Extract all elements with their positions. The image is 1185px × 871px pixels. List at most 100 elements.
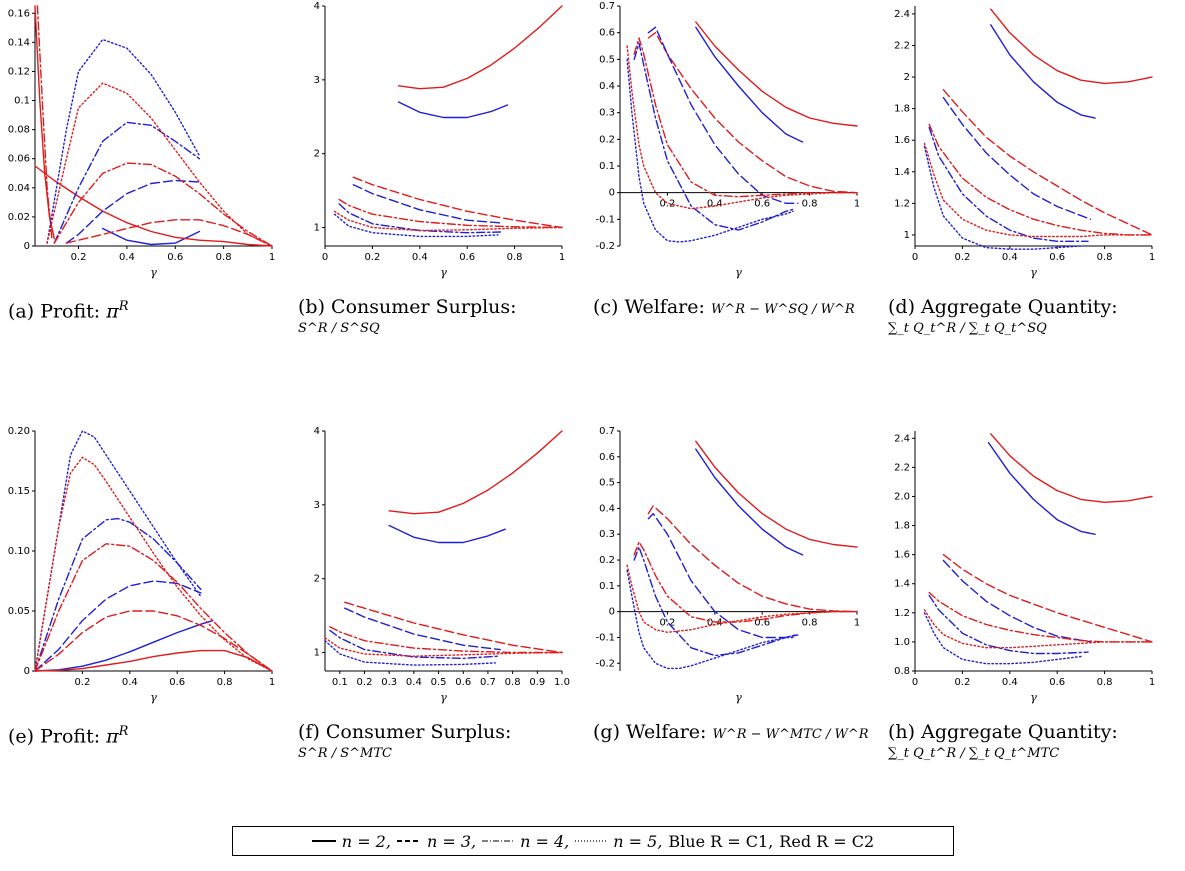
y-tick-label: 0.7 [599, 1, 615, 12]
y-tick-label: 2.0 [894, 491, 910, 502]
x-tick-label: 0.8 [802, 618, 818, 629]
y-tick-label: 0 [24, 241, 30, 252]
y-tick-label: 1.4 [894, 167, 910, 178]
caption-d-fraction: ∑_t Q_t^R / ∑_t Q_t^SQ [888, 321, 1047, 336]
series-line-red-n4 [338, 198, 563, 229]
x-tick-label: 0 [912, 252, 918, 263]
series-line-blue-n2 [388, 524, 506, 544]
series-line-blue-n3 [647, 512, 799, 639]
legend-red: Red R = C2 [779, 831, 875, 851]
series-line-red-n5 [923, 609, 1153, 649]
series-line-blue-n3 [942, 96, 1092, 220]
series-line-red-n2 [388, 430, 563, 515]
y-tick-label: 0.1 [14, 96, 30, 107]
y-tick-label: 0.4 [599, 503, 615, 514]
series-line-red-n3 [65, 219, 273, 247]
legend-n4: n = 4, [520, 831, 570, 851]
series-line-red-n2 [695, 440, 858, 548]
legend-solid-line-icon [311, 840, 336, 842]
x-tick-label: 0.4 [119, 252, 135, 263]
x-tick-label: 0.6 [169, 677, 185, 688]
x-tick-label: 0.8 [216, 252, 232, 263]
y-tick-label: 1.8 [894, 521, 910, 532]
series-line-red-n4 [53, 162, 273, 247]
x-tick-label: 0.7 [480, 677, 496, 688]
x-tick-label: 1 [1149, 252, 1155, 263]
series-line-blue-n4 [34, 517, 202, 672]
x-tick-label: 0 [322, 252, 328, 263]
series-line-blue-n2 [397, 101, 509, 119]
series-line-blue-n4 [329, 629, 499, 660]
series-line-blue-n5 [333, 213, 499, 238]
y-tick-label: 0.06 [8, 154, 30, 165]
series-line-blue-n4 [53, 121, 201, 244]
x-tick-label: 0.2 [659, 199, 675, 210]
x-tick-label: 0.6 [754, 199, 770, 210]
x-tick-label: 0.4 [406, 677, 422, 688]
y-tick-label: -0.2 [595, 241, 615, 252]
series-line-blue-n2 [987, 441, 1096, 536]
series-line-red-n4 [34, 543, 273, 672]
legend-n3: n = 3, [426, 831, 477, 851]
x-axis-label: γ [1030, 691, 1037, 704]
series-line-red-n3 [942, 88, 1153, 236]
legend: n = 2, n = 3, n = 4, n = 5, Blue R = C1,… [232, 826, 954, 856]
caption-h: (h) Aggregate Quantity: ∑_t Q_t^R / ∑_t … [888, 721, 1168, 765]
series-line-red-n3 [34, 610, 273, 672]
legend-blue: Blue R = C1, [668, 831, 774, 851]
y-tick-label: 0 [24, 666, 30, 677]
x-tick-label: 1 [854, 618, 860, 629]
series-line-blue-n5 [626, 58, 794, 243]
y-tick-label: 1.8 [894, 104, 910, 115]
y-tick-label: 0.12 [8, 66, 30, 77]
y-tick-label: 0.7 [599, 426, 615, 437]
x-tick-label: 0.6 [459, 252, 475, 263]
y-tick-label: 0.05 [8, 606, 30, 617]
series-line-red-n5 [923, 142, 1153, 238]
x-tick-label: 0.8 [1097, 677, 1113, 688]
series-line-red-n3 [352, 176, 563, 229]
series-line-red-n3 [647, 505, 858, 613]
series-line-red-n5 [333, 210, 563, 232]
x-tick-label: 0.6 [1049, 252, 1065, 263]
y-tick-label: 0.4 [599, 81, 615, 92]
series-line-blue-n3 [34, 580, 202, 672]
chart-h: 0.8 1.0 1.2 1.4 1.6 1.8 2.0 2.2 2.4 0 0.2 0.4 0.6 0.8… [894, 431, 1155, 704]
y-tick-label: 0.6 [599, 452, 615, 463]
y-tick-label: 1.0 [894, 637, 910, 648]
series-line-red-n2 [34, 165, 273, 247]
x-axis-label: γ [735, 691, 742, 704]
x-tick-label: 0 [912, 677, 918, 688]
series-line-red-n4 [329, 625, 563, 654]
caption-f-fraction: S^R / S^MTC [298, 746, 392, 761]
y-tick-label: 0.1 [599, 161, 615, 172]
series-line-red-n2 [990, 8, 1153, 85]
series-line-blue-n4 [928, 594, 1089, 655]
x-tick-label: 0.8 [505, 677, 521, 688]
series-line-blue-n5 [324, 639, 497, 666]
x-tick-label: 0.4 [707, 199, 723, 210]
y-tick-label: 0.04 [8, 183, 30, 194]
caption-e: (e) Profit: πR [8, 724, 129, 748]
caption-c-fraction: W^R − W^SQ / W^R [710, 302, 855, 317]
y-tick-label: 0.3 [599, 529, 615, 540]
series-line-blue-n2 [695, 26, 804, 143]
x-tick-label: 1.0 [554, 677, 570, 688]
series-line-red-n4 [633, 37, 858, 198]
y-tick-label: 0.1 [599, 581, 615, 592]
series-line-red-n2 [34, 5, 55, 240]
y-tick-label: 0.5 [599, 54, 615, 65]
y-tick-label: 0.20 [8, 426, 30, 437]
y-tick-label: 1.2 [894, 608, 910, 619]
x-axis-label: γ [1030, 266, 1037, 279]
series-line-red-n5 [34, 456, 273, 672]
x-tick-label: 0.8 [1097, 252, 1113, 263]
chart-c: -0.2 -0.1 0 0.1 0.2 0.3 0.4 0.5 0.6 0.7 0.2 0.4 0.6 0… [595, 1, 860, 279]
caption-b: (b) Consumer Surplus: S^R / S^SQ [298, 296, 578, 340]
series-line-blue-n2 [990, 24, 1096, 119]
series-line-blue-n3 [647, 26, 799, 205]
series-line-blue-n2 [101, 227, 201, 246]
y-tick-label: 4 [314, 426, 320, 437]
x-axis-label: γ [735, 266, 742, 279]
x-tick-label: 0.3 [381, 677, 397, 688]
